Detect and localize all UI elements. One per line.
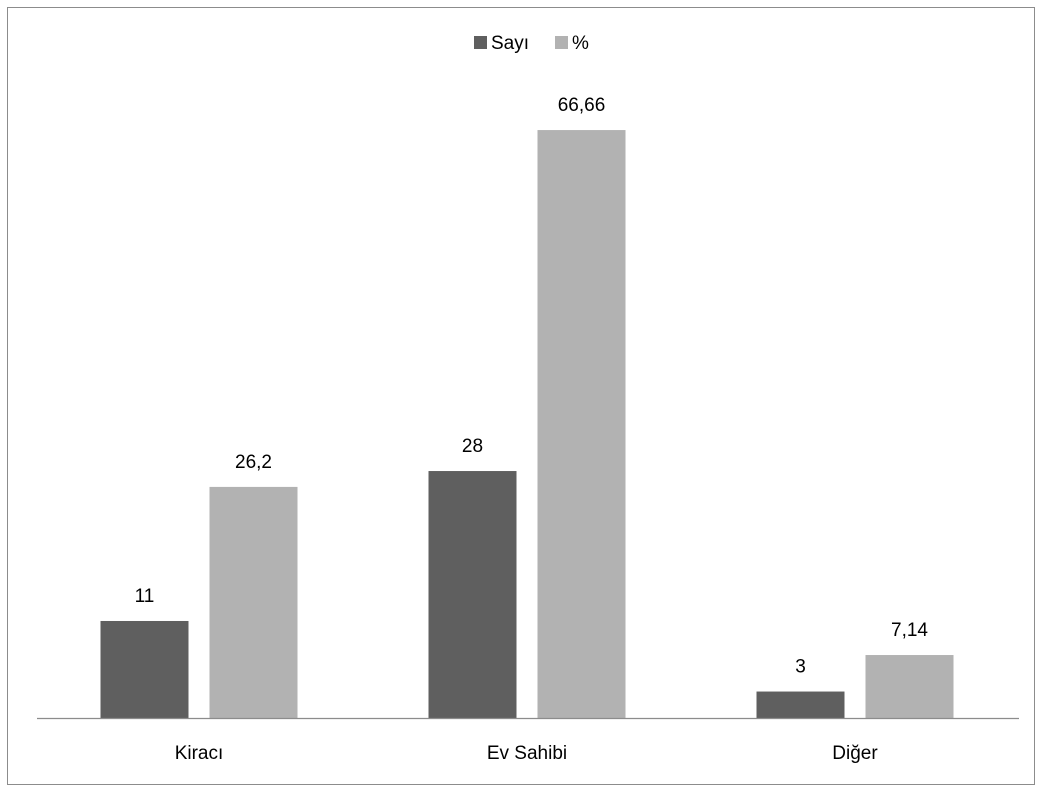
bar-diger-sayi (756, 691, 845, 718)
x-tick-label-diger: Diğer (832, 743, 878, 764)
x-tick-labels: Kiracı Ev Sahibi Diğer (175, 743, 879, 764)
x-tick-label-ev-sahibi: Ev Sahibi (487, 743, 567, 764)
data-label-ev-sahibi-sayi: 28 (462, 436, 483, 457)
legend-label-percent: % (572, 33, 589, 54)
legend-label-sayi: Sayı (491, 33, 529, 54)
x-tick-label-kiraci: Kiracı (175, 743, 224, 764)
data-label-diger-percent: 7,14 (891, 620, 928, 641)
data-label-kiraci-percent: 26,2 (235, 452, 272, 473)
legend-swatch-percent (555, 36, 568, 49)
data-label-ev-sahibi-percent: 66,66 (558, 95, 606, 116)
data-labels-group: 11 26,2 28 66,66 3 7,14 (135, 95, 929, 677)
bar-kiraci-percent (209, 486, 298, 718)
bar-kiraci-sayi (100, 620, 189, 718)
bars-group (100, 130, 954, 718)
data-label-diger-sayi: 3 (795, 657, 806, 678)
data-label-kiraci-sayi: 11 (135, 586, 155, 607)
legend-swatch-sayi (474, 36, 487, 49)
bar-ev-sahibi-sayi (428, 471, 517, 718)
bar-ev-sahibi-percent (537, 130, 626, 718)
bar-diger-percent (865, 655, 954, 718)
legend: Sayı % (474, 33, 589, 54)
